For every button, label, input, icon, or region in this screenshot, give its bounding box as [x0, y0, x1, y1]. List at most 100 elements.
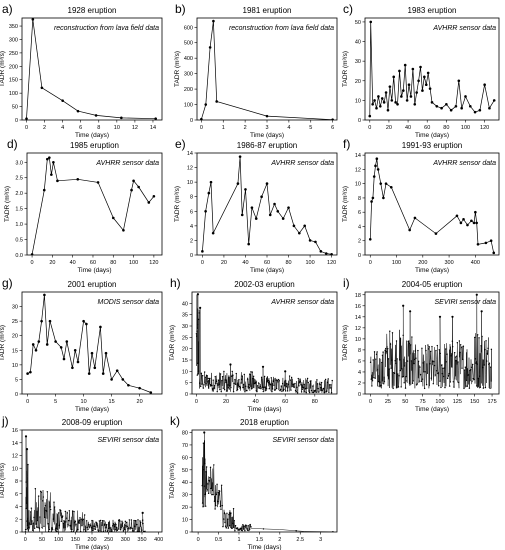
data-point	[197, 362, 199, 365]
data-point	[50, 531, 53, 532]
data-point	[457, 79, 461, 83]
data-point	[280, 385, 282, 387]
data-point	[95, 522, 98, 524]
plot-area	[200, 19, 334, 120]
data-point	[24, 531, 27, 532]
chart-annotation: AVHRR sensor data	[95, 160, 159, 167]
x-tick-label: 400	[471, 260, 480, 266]
data-point	[147, 201, 151, 204]
y-tick-label: 10	[182, 369, 188, 375]
data-point	[374, 164, 377, 168]
plot-area	[30, 156, 156, 255]
data-point	[399, 369, 402, 372]
data-point	[123, 529, 126, 531]
data-point	[375, 358, 377, 360]
data-point	[403, 63, 407, 67]
data-point	[99, 529, 101, 532]
data-point	[314, 389, 317, 392]
data-point	[369, 20, 373, 24]
data-point	[29, 511, 32, 513]
data-point	[221, 504, 224, 507]
data-point	[385, 347, 387, 350]
data-point	[204, 209, 207, 213]
data-point	[226, 512, 228, 514]
data-point	[91, 519, 93, 522]
data-point	[230, 386, 232, 389]
data-point	[89, 525, 92, 527]
data-point	[434, 232, 438, 235]
data-point	[455, 214, 459, 218]
data-point	[82, 518, 85, 521]
data-point	[268, 387, 270, 390]
data-point	[377, 95, 380, 98]
data-point	[267, 381, 270, 384]
data-point	[271, 388, 274, 390]
data-point	[314, 390, 316, 393]
data-point	[83, 514, 86, 516]
data-point	[197, 370, 200, 372]
data-point	[46, 491, 49, 493]
data-point	[228, 388, 230, 390]
y-axis-label: TADR (m³/s)	[342, 325, 349, 361]
data-point	[236, 527, 239, 529]
data-point	[296, 392, 299, 394]
data-point	[308, 239, 312, 242]
data-point	[202, 442, 205, 444]
y-tick-label: 16	[12, 428, 18, 434]
data-point	[254, 382, 256, 385]
chart-title: 2001 eruption	[68, 280, 117, 289]
data-point	[287, 206, 290, 209]
data-point	[55, 530, 58, 532]
y-axis-label: TADR (m³/s)	[169, 463, 176, 499]
data-point	[417, 360, 420, 362]
data-point	[454, 104, 458, 108]
x-tick-label: 0	[195, 399, 198, 405]
chart-panel-i: i) 2004-05 eruption SEVIRI sensor data 0 25 5…	[342, 276, 500, 413]
data-point	[262, 388, 264, 390]
data-point	[406, 360, 409, 362]
data-point	[73, 510, 75, 513]
data-point	[283, 385, 286, 387]
data-point	[200, 372, 203, 375]
series-line	[31, 156, 155, 255]
y-tick-label: 8	[358, 196, 361, 202]
data-point	[51, 527, 53, 529]
y-tick-label: 200	[184, 87, 193, 93]
x-tick-label: 0	[25, 125, 28, 131]
x-tick-label: 15	[109, 399, 115, 405]
data-point	[236, 388, 239, 391]
x-tick-label: 300	[121, 537, 130, 543]
data-point	[141, 529, 143, 531]
data-point	[219, 388, 221, 391]
y-tick-label: 0	[185, 530, 188, 536]
data-point	[71, 510, 74, 512]
data-point	[273, 202, 276, 206]
data-point	[37, 495, 40, 497]
y-tick-label: 30	[12, 305, 18, 311]
data-point	[197, 373, 200, 375]
data-point	[204, 103, 208, 106]
data-point	[271, 390, 273, 393]
y-tick-label: 20	[182, 505, 188, 511]
data-point	[443, 367, 446, 369]
data-point	[273, 384, 275, 386]
x-tick-label: 25	[385, 399, 391, 405]
data-point	[72, 530, 75, 532]
data-point	[137, 185, 140, 189]
series-line	[201, 21, 333, 120]
y-tick-label: 2	[358, 381, 361, 387]
data-point	[449, 381, 452, 383]
y-tick-label: 4	[15, 505, 18, 511]
plot-frame	[191, 429, 338, 533]
data-point	[388, 368, 390, 370]
data-point	[476, 385, 478, 387]
data-point	[128, 519, 131, 521]
data-point	[250, 526, 252, 528]
data-point	[402, 375, 405, 378]
y-tick-label: 20	[12, 334, 18, 340]
x-axis-label: Time (days)	[77, 267, 111, 274]
data-point	[256, 385, 259, 387]
data-point	[27, 526, 30, 529]
peak-point	[438, 315, 442, 318]
plot-frame	[26, 152, 163, 256]
